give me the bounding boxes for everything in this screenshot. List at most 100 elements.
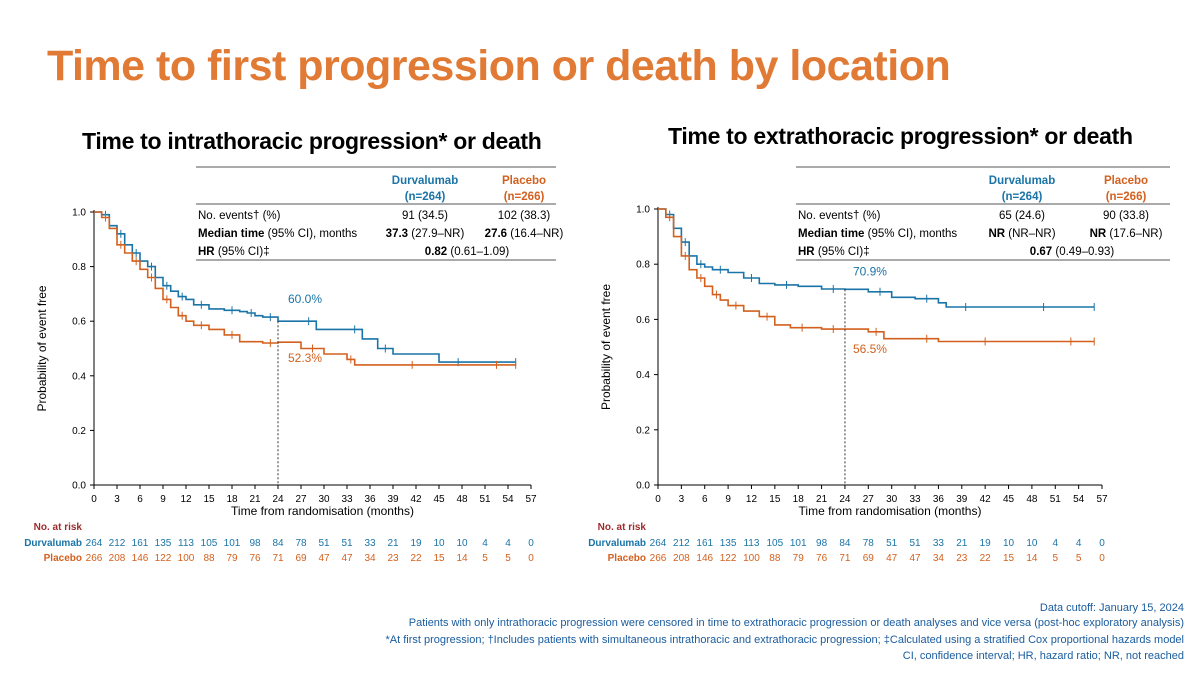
x-tick-label: 24 [272,494,284,505]
y-tick-label: 0.0 [72,481,86,492]
risk-count: 76 [816,553,828,564]
risk-count: 51 [341,538,353,549]
risk-count: 122 [155,553,172,564]
risk-count: 105 [201,538,218,549]
x-tick-label: 33 [341,494,353,505]
risk-count: 266 [86,553,103,564]
risk-count: 10 [456,538,468,549]
risk-count: 10 [1003,538,1015,549]
landmark-label-placebo: 52.3% [288,351,322,365]
risk-count: 98 [816,538,828,549]
risk-row-label-durvalumab: Durvalumab [588,538,646,549]
risk-count: 100 [178,553,195,564]
x-tick-label: 18 [793,494,805,505]
y-tick-label: 0.4 [636,370,650,381]
risk-count: 23 [387,553,399,564]
risk-count: 135 [155,538,172,549]
risk-count: 4 [1076,538,1082,549]
risk-count: 4 [482,538,488,549]
y-tick-label: 0.6 [72,317,86,328]
x-tick-label: 3 [679,494,685,505]
risk-count: 34 [933,553,945,564]
x-axis-label: Time from randomisation (months) [231,504,414,518]
y-tick-label: 0.8 [636,260,650,271]
x-tick-label: 33 [909,494,921,505]
x-tick-label: 6 [702,494,708,505]
landmark-label-durvalumab: 70.9% [853,264,887,278]
x-tick-label: 27 [295,494,307,505]
risk-count: 34 [364,553,376,564]
x-tick-label: 51 [479,494,491,505]
risk-count: 135 [720,538,737,549]
stats-placebo-value: 102 (38.3) [498,210,551,222]
landmark-label-durvalumab: 60.0% [288,292,322,306]
stats-header-placebo: Placebo [502,175,546,187]
stats-header-placebo: Placebo [1104,175,1148,187]
stats-durvalumab-value: 65 (24.6) [999,210,1045,222]
stats-row-label: Median time (95% CI), months [798,228,957,240]
risk-count: 266 [650,553,667,564]
risk-count: 146 [696,553,713,564]
x-tick-label: 9 [725,494,731,505]
page-title: Time to first progression or death by lo… [47,42,951,90]
stats-row-label: HR (95% CI)‡ [798,246,870,258]
x-tick-label: 36 [364,494,376,505]
stats-hr-value: 0.82 (0.61–1.09) [425,246,510,258]
risk-count: 21 [956,538,968,549]
x-tick-label: 39 [387,494,399,505]
risk-count: 14 [456,553,468,564]
x-tick-label: 6 [137,494,143,505]
x-tick-label: 0 [91,494,97,505]
y-tick-label: 0.8 [72,262,86,273]
y-axis-label: Probability of event free [599,284,613,410]
risk-count: 88 [203,553,215,564]
km-curve-placebo [658,208,1095,343]
risk-count: 33 [933,538,945,549]
stats-placebo-value: 90 (33.8) [1103,210,1149,222]
risk-count: 208 [109,553,126,564]
risk-count: 21 [387,538,399,549]
right-chart-title: Time to extrathoracic progression* or de… [668,123,1133,149]
stats-durvalumab-value: NR (NR–NR) [988,228,1055,240]
risk-row-label-durvalumab: Durvalumab [24,538,82,549]
stats-header-placebo-n: (n=266) [1106,191,1147,203]
risk-count: 5 [482,553,488,564]
stats-row-label: No. events† (%) [798,210,881,222]
risk-count: 161 [132,538,149,549]
risk-count: 10 [433,538,445,549]
km-curve-durvalumab [658,208,1095,308]
y-tick-label: 1.0 [72,208,86,219]
x-tick-label: 57 [1096,494,1108,505]
risk-count: 264 [86,538,103,549]
stats-row-label: No. events† (%) [198,210,281,222]
x-tick-label: 24 [839,494,851,505]
x-tick-label: 48 [456,494,468,505]
risk-count: 101 [224,538,241,549]
risk-count: 69 [863,553,875,564]
x-tick-label: 12 [180,494,192,505]
stats-header-durvalumab-n: (n=264) [405,191,446,203]
x-tick-label: 12 [746,494,758,505]
risk-count: 47 [318,553,330,564]
footnote-abbreviations: CI, confidence interval; HR, hazard rati… [902,650,1184,662]
risk-count: 79 [793,553,805,564]
risk-count: 5 [1076,553,1082,564]
stats-header-durvalumab: Durvalumab [989,175,1055,187]
risk-count: 47 [909,553,921,564]
x-tick-label: 42 [980,494,992,505]
risk-count: 78 [863,538,875,549]
risk-count: 264 [650,538,667,549]
stats-durvalumab-value: 91 (34.5) [402,210,448,222]
risk-count: 10 [1026,538,1038,549]
stats-durvalumab-value: 37.3 (27.9–NR) [386,228,465,240]
km-curve-durvalumab [94,211,516,363]
x-tick-label: 9 [160,494,166,505]
x-tick-label: 54 [1073,494,1085,505]
risk-count: 98 [249,538,261,549]
risk-count: 71 [272,553,284,564]
risk-count: 79 [226,553,238,564]
x-tick-label: 45 [433,494,445,505]
risk-count: 51 [909,538,921,549]
stats-hr-value: 0.67 (0.49–0.93) [1030,246,1115,258]
